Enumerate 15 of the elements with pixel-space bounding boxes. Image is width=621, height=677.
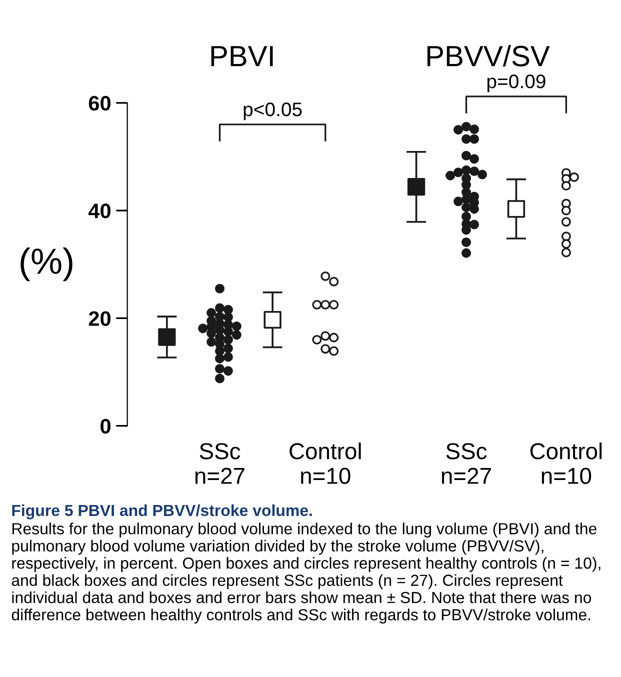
text: p=0.09 [487,74,546,92]
x-tick-label: Control n=10 [530,442,602,484]
chart-title: PBVV/SV [427,45,550,66]
x-tick-label: SSc n=27 [442,443,491,484]
y-tick-label: 0 [100,418,110,434]
x-tick-label: Control n=10 [290,442,361,484]
chart-title: PBVI [211,46,273,66]
caption: Figure 5 PBVI and PBVV/stroke volume. [12,504,312,520]
text: Results for the pulmonary blood volume indexed to the lung volume (PBVI) and the pulmonary blood volume variation divided by the stroke volume (PBVV/SV), respectively, in percent. Open boxes and circles represent healthy controls (n = 10), and black boxes and circles represent SSc patients (n = 27). Circles represent individual data and boxes and error bars show mean ± SD. Note that there was no difference between healthy controls and SSc with regards to PBVV/stroke volume. [12,522,600,624]
y-tick-label: 60 [88,96,110,111]
y-axis-title: (%) [20,248,72,282]
y-tick-label: 40 [88,204,110,218]
y-tick-label: 20 [88,311,110,326]
x-tick-label: SSc n=27 [195,443,244,484]
annotation: p<0.05 [244,102,302,120]
